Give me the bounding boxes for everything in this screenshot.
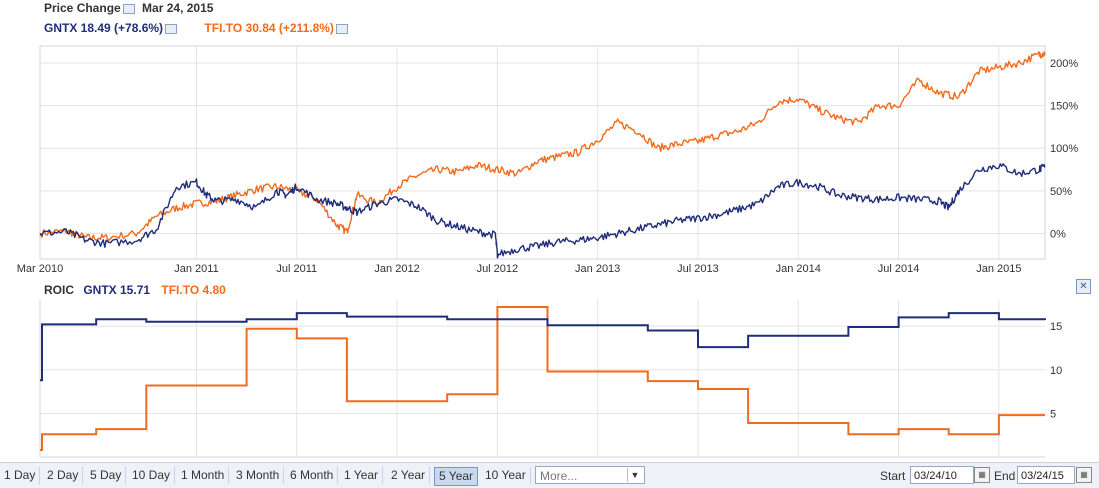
end-date-value: 03/24/15 bbox=[1021, 470, 1064, 482]
start-calendar-icon[interactable]: ▦ bbox=[974, 467, 990, 483]
more-placeholder: More... bbox=[540, 469, 578, 483]
price-y-tick-label: 100% bbox=[1050, 143, 1078, 155]
start-label: Start bbox=[880, 469, 906, 483]
roic-legend-gntx: GNTX 15.71 bbox=[83, 283, 151, 297]
price-x-tick-label: Jan 2015 bbox=[976, 263, 1021, 275]
range-1-month[interactable]: 1 Month bbox=[177, 467, 230, 484]
price-change-header: Price Change Mar 24, 2015 bbox=[44, 1, 213, 15]
roic-legend-tfi: TFI.TO 4.80 bbox=[161, 283, 226, 297]
price-y-tick-label: 150% bbox=[1050, 101, 1078, 113]
end-label: End bbox=[994, 469, 1016, 483]
price-x-tick-label: Jul 2011 bbox=[276, 263, 317, 275]
roic-title: ROIC bbox=[44, 283, 74, 297]
gntx-price-line bbox=[39, 163, 1046, 259]
roic-y-tick-label: 15 bbox=[1050, 321, 1062, 333]
range-5-year[interactable]: 5 Year bbox=[434, 467, 479, 486]
price-plot-frame bbox=[39, 45, 1046, 260]
start-date-field[interactable]: 03/24/10 bbox=[910, 466, 974, 484]
price-x-tick-label: Jan 2011 bbox=[174, 263, 218, 275]
close-icon[interactable]: ✕ bbox=[1076, 279, 1091, 294]
price-x-tick-label: Mar 2010 bbox=[17, 263, 63, 275]
start-date-value: 03/24/10 bbox=[914, 470, 957, 482]
range-1-year[interactable]: 1 Year bbox=[340, 467, 384, 484]
legend-tfi: TFI.TO 30.84 (+211.8%) bbox=[204, 21, 334, 35]
chart-type-icon[interactable] bbox=[122, 3, 135, 14]
gntx-roic-line bbox=[40, 312, 1046, 382]
range-2-day[interactable]: 2 Day bbox=[43, 467, 84, 484]
gntx-settings-icon[interactable] bbox=[165, 23, 178, 34]
range-10-year[interactable]: 10 Year bbox=[481, 467, 531, 484]
tfi-price-line bbox=[39, 51, 1046, 242]
price-x-tick-label: Jan 2013 bbox=[575, 263, 620, 275]
end-calendar-icon[interactable]: ▦ bbox=[1076, 467, 1092, 483]
chevron-down-icon[interactable]: ▼ bbox=[627, 468, 642, 482]
tfi-roic-line bbox=[40, 306, 1045, 451]
range-5-day[interactable]: 5 Day bbox=[86, 467, 127, 484]
legend-price: GNTX 18.49 (+78.6%) TFI.TO 30.84 (+211.8… bbox=[44, 21, 348, 35]
legend-gntx: GNTX 18.49 (+78.6%) bbox=[44, 21, 164, 35]
range-3-month[interactable]: 3 Month bbox=[232, 467, 285, 484]
range-2-year[interactable]: 2 Year bbox=[387, 467, 431, 484]
range-1-day[interactable]: 1 Day bbox=[0, 467, 41, 484]
roic-header: ROIC GNTX 15.71 TFI.TO 4.80 bbox=[44, 283, 226, 297]
end-date-field[interactable]: 03/24/15 bbox=[1017, 466, 1075, 484]
price-y-tick-label: 200% bbox=[1050, 58, 1078, 70]
price-x-tick-label: Jan 2012 bbox=[374, 263, 419, 275]
price-change-title: Price Change bbox=[44, 1, 121, 15]
roic-y-tick-label: 10 bbox=[1050, 365, 1062, 377]
price-x-tick-label: Jul 2014 bbox=[878, 263, 920, 275]
price-x-tick-label: Jan 2014 bbox=[776, 263, 821, 275]
range-6-month[interactable]: 6 Month bbox=[286, 467, 339, 484]
tfi-settings-icon[interactable] bbox=[335, 23, 348, 34]
header-date: Mar 24, 2015 bbox=[142, 1, 214, 15]
price-y-tick-label: 0% bbox=[1050, 228, 1066, 240]
chart-area: Mar 2010 Jan 2011 Jul 2011 Jan 2012 Jul 2012… bbox=[17, 45, 1078, 458]
roic-y-tick-label: 5 bbox=[1050, 408, 1056, 420]
price-x-tick-label: Jul 2012 bbox=[477, 263, 519, 275]
more-ranges-select[interactable]: More... ▼ bbox=[535, 466, 645, 484]
range-10-day[interactable]: 10 Day bbox=[128, 467, 176, 484]
range-toolbar: 1 Day 2 Day 5 Day 10 Day 1 Month 3 Month… bbox=[0, 462, 1099, 488]
price-y-tick-label: 50% bbox=[1050, 186, 1072, 198]
price-x-tick-label: Jul 2013 bbox=[677, 263, 719, 275]
